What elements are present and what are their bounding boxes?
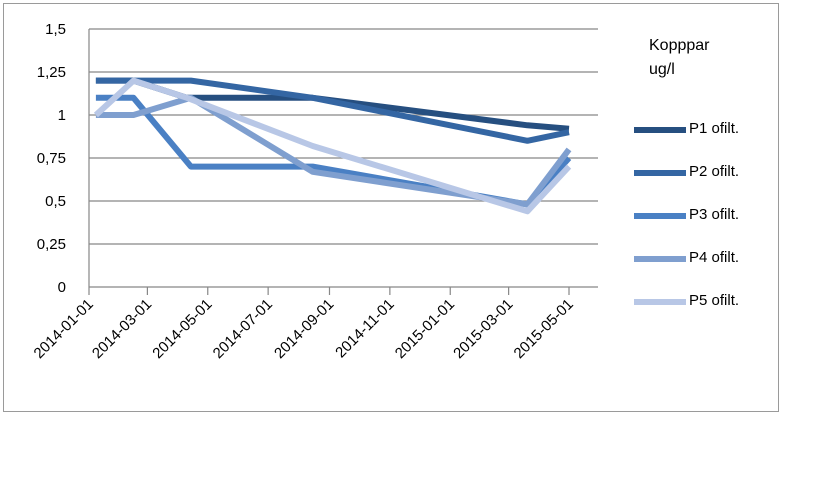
- y-tick-label: 0: [58, 279, 66, 296]
- series-line-p5: [93, 77, 572, 215]
- y-tick-label: 1,25: [37, 64, 66, 81]
- x-tick-label: 2014-01-01: [31, 296, 97, 362]
- legend-title-line-1: Kopppar: [649, 37, 710, 54]
- legend-label-p5: P5 ofilt.: [689, 292, 740, 309]
- legend-swatch-p5: [634, 299, 686, 305]
- legend-item-p1: P1 ofilt.: [634, 116, 774, 144]
- x-tick-label: 2015-01-01: [392, 296, 458, 362]
- legend-item-p5: P5 ofilt.: [634, 288, 774, 316]
- legend-label-p2: P2 ofilt.: [689, 163, 740, 180]
- legend-swatch-p2: [634, 170, 686, 176]
- x-tick-label: 2014-09-01: [271, 296, 337, 362]
- legend-label-p4: P4 ofilt.: [689, 249, 740, 266]
- legend-title: Kopppar ug/l: [649, 34, 710, 82]
- legend-title-line-2: ug/l: [649, 61, 675, 78]
- legend-swatch-p3: [634, 213, 686, 219]
- x-tick-label: 2014-03-01: [89, 296, 155, 362]
- line-chart: 0 0,25 0,5 0,75 1 1,25 1,5 2014-01-012014-03-0…: [31, 21, 598, 362]
- x-tick-labels: 2014-01-012014-03-012014-05-012014-07-01…: [31, 296, 577, 362]
- legend-swatch-p1: [634, 127, 686, 133]
- axes: [88, 29, 598, 295]
- y-tick-label: 1,5: [45, 21, 66, 38]
- legend: P1 ofilt. P2 ofilt. P3 ofilt. P4 ofilt. …: [634, 116, 774, 331]
- legend-item-p3: P3 ofilt.: [634, 202, 774, 230]
- series-line-p4: [95, 94, 572, 208]
- x-tick-label: 2014-07-01: [210, 296, 276, 362]
- x-tick-label: 2015-05-01: [511, 296, 577, 362]
- series-lines: [93, 77, 572, 215]
- x-tick-label: 2014-11-01: [332, 296, 397, 361]
- y-tick-label: 0,75: [37, 150, 66, 167]
- legend-label-p1: P1 ofilt.: [689, 120, 740, 137]
- legend-item-p4: P4 ofilt.: [634, 245, 774, 273]
- y-tick-label: 0,25: [37, 236, 66, 253]
- x-tick-label: 2014-05-01: [149, 296, 215, 362]
- chart-frame: 0 0,25 0,5 0,75 1 1,25 1,5 2014-01-01 2014-03-0…: [3, 3, 779, 412]
- y-tick-labels: 0 0,25 0,5 0,75 1 1,25 1,5: [37, 21, 66, 296]
- y-tick-label: 0,5: [45, 193, 66, 210]
- y-tick-label: 1: [58, 107, 66, 124]
- legend-label-p3: P3 ofilt.: [689, 206, 740, 223]
- x-tick-label: 2015-03-01: [450, 296, 516, 362]
- legend-item-p2: P2 ofilt.: [634, 159, 774, 187]
- legend-swatch-p4: [634, 256, 686, 262]
